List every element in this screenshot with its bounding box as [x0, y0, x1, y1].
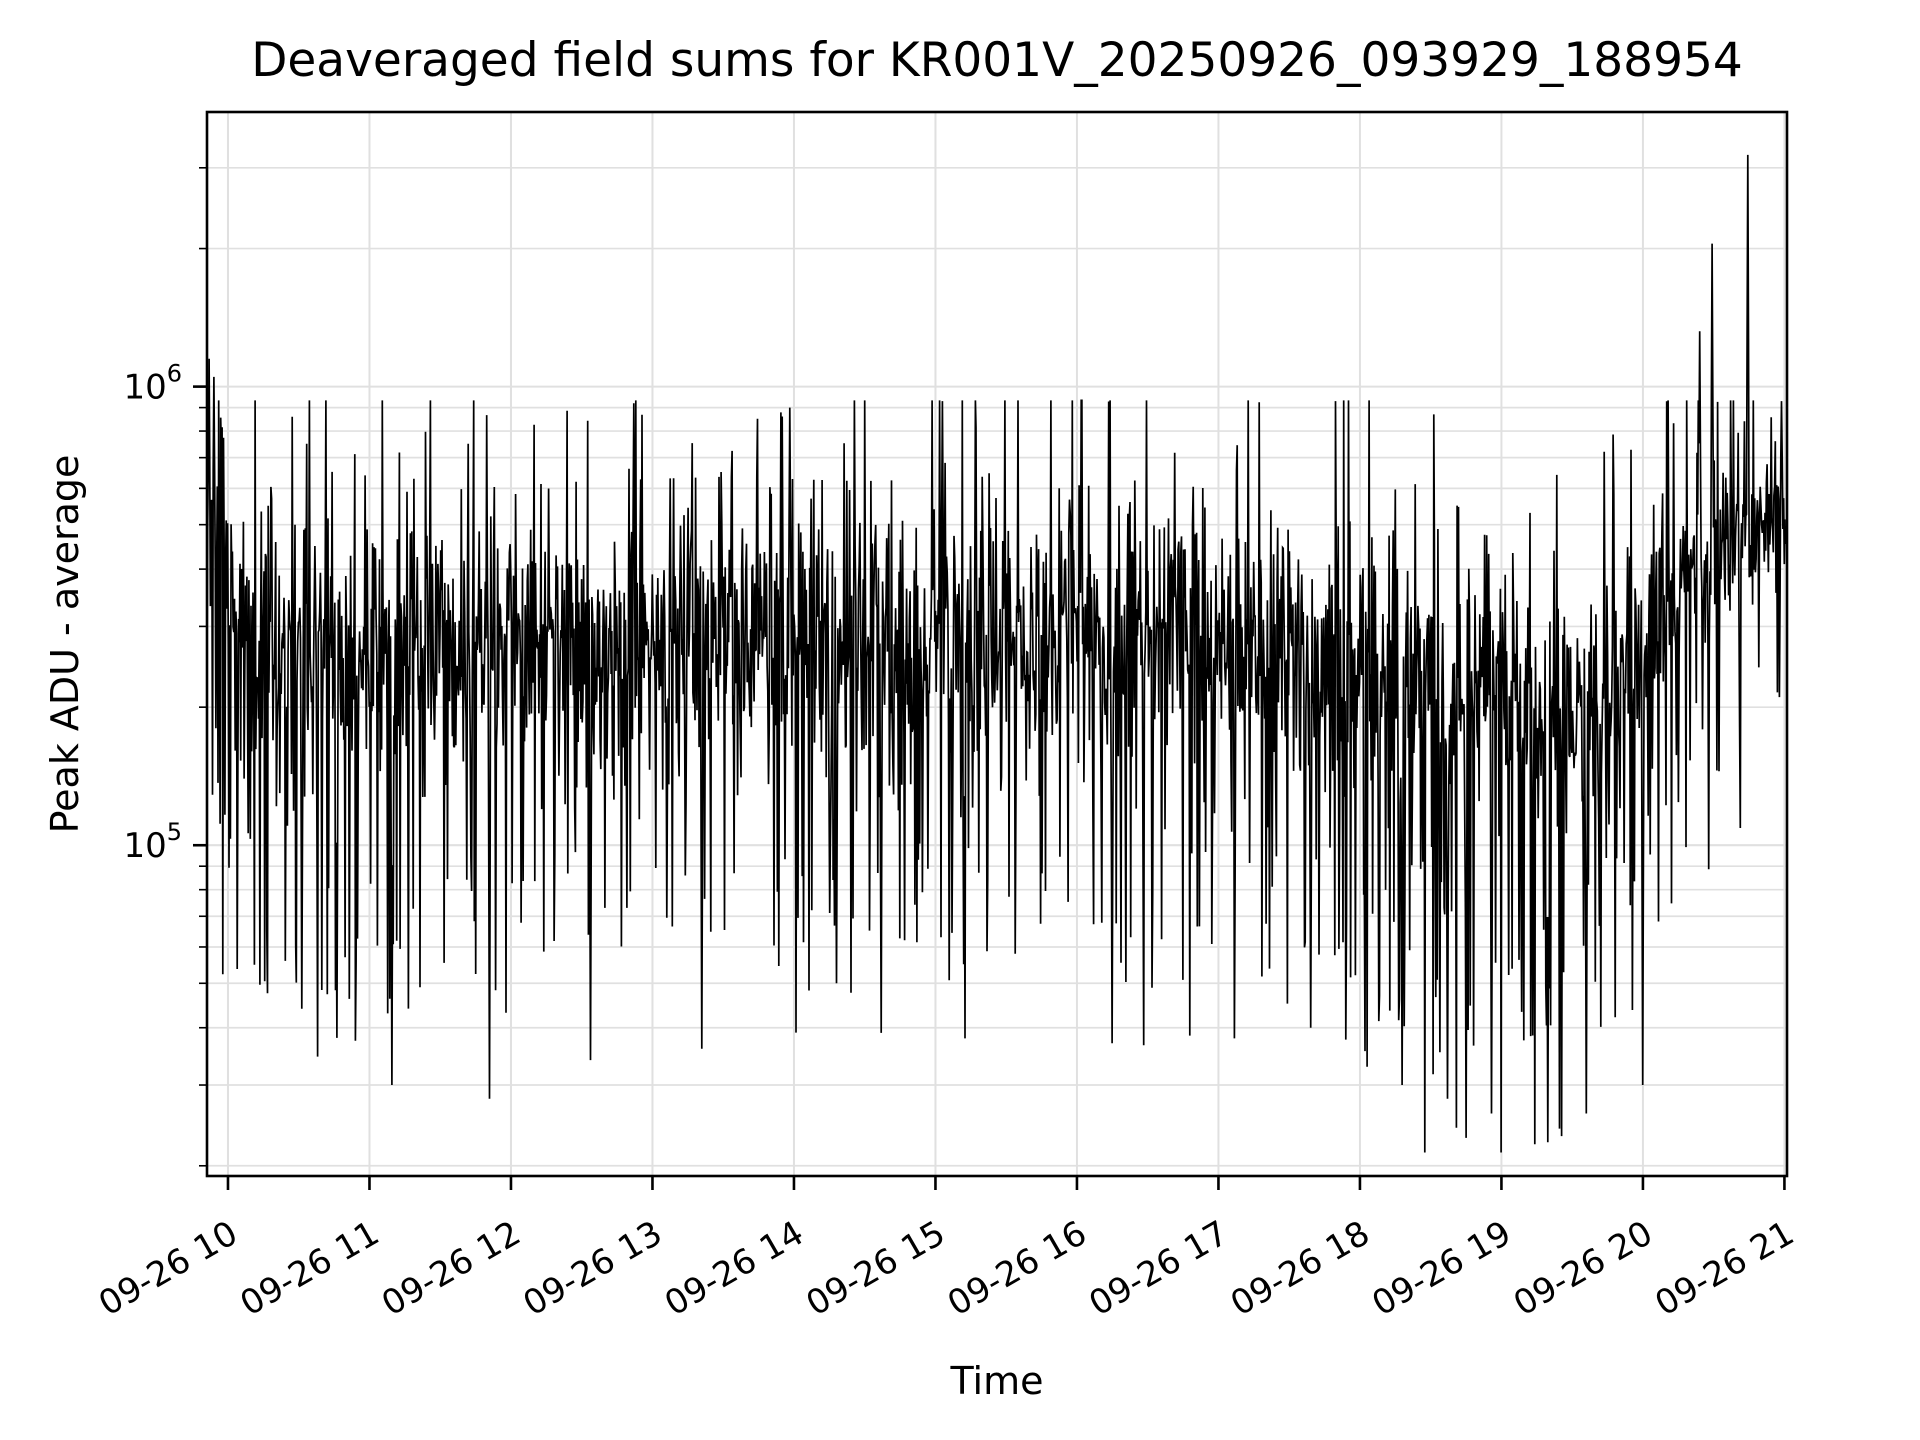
- plot-border: [205, 110, 1789, 1178]
- gridlines: [207, 112, 1787, 1176]
- x-tick-label: 09-26 21: [1649, 1213, 1801, 1324]
- x-tick-label: 09-26 15: [800, 1213, 952, 1324]
- y-tick-label: 106: [123, 360, 182, 408]
- x-tick-label: 09-26 16: [941, 1213, 1093, 1324]
- x-tick-label: 09-26 20: [1507, 1213, 1659, 1324]
- x-tick-label: 09-26 12: [375, 1213, 527, 1324]
- x-tick-label: 09-26 18: [1224, 1213, 1376, 1324]
- x-tick-label: 09-26 13: [517, 1213, 669, 1324]
- data-series-line: [206, 154, 1788, 1153]
- x-axis-label: Time: [950, 1359, 1044, 1403]
- axis-ticks: [193, 166, 1786, 1190]
- x-tick-label: 09-26 19: [1366, 1213, 1518, 1324]
- x-tick-label: 09-26 10: [92, 1213, 244, 1324]
- chart-title: Deaveraged field sums for KR001V_2025092…: [251, 33, 1743, 88]
- y-tick-label: 105: [123, 818, 182, 866]
- x-tick-label: 09-26 11: [234, 1213, 386, 1324]
- x-tick-label: 09-26 17: [1083, 1213, 1235, 1324]
- x-tick-label: 09-26 14: [658, 1213, 810, 1324]
- y-tick-labels: 105 106: [123, 360, 182, 867]
- y-axis-label: Peak ADU - average: [43, 455, 87, 834]
